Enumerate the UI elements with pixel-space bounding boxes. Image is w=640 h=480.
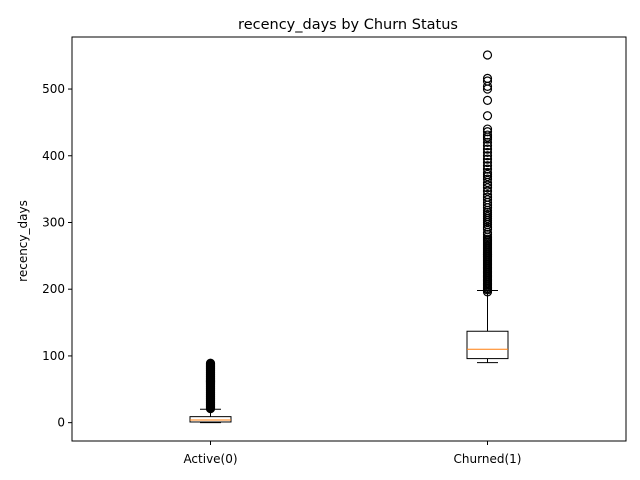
outlier-point bbox=[482, 130, 493, 140]
outlier-point bbox=[482, 192, 493, 202]
outlier-point bbox=[482, 174, 493, 184]
outlier-point bbox=[482, 147, 493, 158]
plot-layer bbox=[189, 50, 509, 424]
y-tick-label: 500 bbox=[42, 82, 65, 96]
outlier-point bbox=[482, 180, 493, 190]
outlier-point bbox=[482, 137, 493, 148]
y-tick-label: 200 bbox=[42, 282, 65, 296]
iqr-box bbox=[189, 416, 232, 423]
outlier-point bbox=[482, 73, 493, 83]
x-tick-label: Churned(1) bbox=[454, 452, 522, 466]
outlier-point bbox=[482, 76, 493, 86]
outlier-point bbox=[482, 151, 493, 161]
plot-frame bbox=[71, 36, 627, 442]
outlier-point bbox=[482, 167, 493, 178]
outlier-point bbox=[482, 183, 493, 193]
box-1 bbox=[189, 358, 232, 424]
outlier-point bbox=[482, 157, 493, 168]
outlier-point bbox=[482, 95, 493, 105]
y-tick-label: 300 bbox=[42, 215, 65, 229]
outlier-point bbox=[482, 111, 493, 121]
outlier-point bbox=[205, 358, 216, 368]
outlier-point bbox=[482, 141, 493, 151]
chart-title: recency_days by Churn Status bbox=[238, 17, 458, 33]
x-tick-label: Active(0) bbox=[183, 452, 237, 466]
outlier-point bbox=[482, 195, 493, 205]
outlier-point bbox=[482, 189, 493, 200]
outlier-point bbox=[482, 50, 493, 60]
outlier-point bbox=[482, 164, 493, 174]
outlier-point bbox=[482, 222, 493, 232]
outlier-point bbox=[482, 161, 493, 171]
y-axis-label: recency_days bbox=[16, 200, 30, 282]
y-tick-label: 0 bbox=[57, 416, 65, 430]
outlier-point bbox=[482, 186, 493, 196]
outlier-point bbox=[482, 154, 493, 164]
outlier-point bbox=[482, 127, 493, 137]
outlier-point bbox=[482, 144, 493, 154]
iqr-box bbox=[466, 330, 509, 360]
y-tick-label: 100 bbox=[42, 349, 65, 363]
y-tick-label: 400 bbox=[42, 149, 65, 163]
box-2 bbox=[466, 50, 509, 364]
outlier-point bbox=[482, 124, 493, 134]
